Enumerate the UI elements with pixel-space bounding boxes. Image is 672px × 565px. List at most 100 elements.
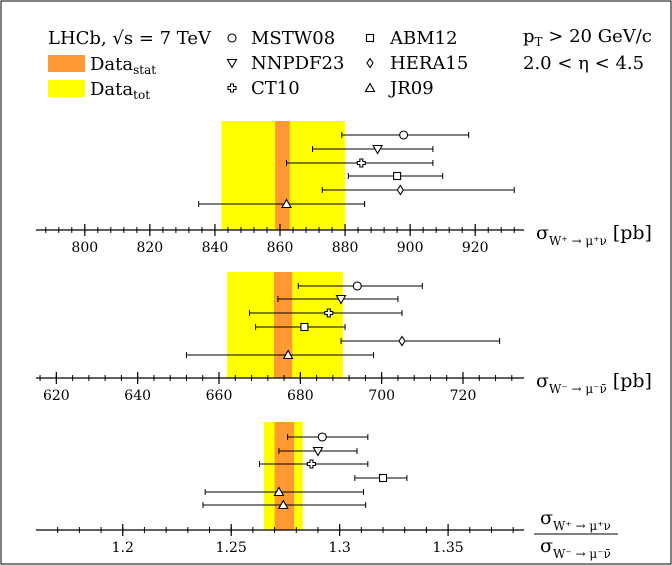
header: LHCb, √s = 7 TeV Datastat Datatot MSTW08… <box>48 26 652 102</box>
ratio-denominator: σW⁻ → μ⁻ν̄ <box>540 535 611 561</box>
point-ct10 <box>324 308 334 318</box>
pdf-legend-hera15: HERA15 <box>366 53 468 74</box>
point-nnpdf23 <box>335 294 347 305</box>
ct10-legend-marker-shape <box>227 83 237 93</box>
x-tick-label: 1.35 <box>433 540 464 556</box>
point-nnpdf23 <box>372 144 384 155</box>
point-hera15-shape <box>398 335 406 347</box>
x-tick-label: 1.3 <box>329 540 351 556</box>
legend-name-stat: Data <box>90 54 133 75</box>
pdf-legend-abm12: ABM12 <box>365 28 458 49</box>
point-nnpdf23-shape <box>335 294 347 305</box>
point-hera15 <box>396 184 405 196</box>
pdf-legend-label-mstw08: MSTW08 <box>251 28 335 49</box>
circle-marker-icon <box>227 33 237 43</box>
nnpdf23-legend-marker-shape <box>226 58 238 69</box>
x-tick-label: 880 <box>332 240 359 256</box>
x-tick-label: 660 <box>206 388 233 404</box>
point-jr09-shape <box>281 198 292 209</box>
x-tick-label: 680 <box>287 388 314 404</box>
point-ct10-shape <box>356 158 366 168</box>
point-hera15 <box>398 335 406 347</box>
triangle-down-marker-icon <box>226 58 238 69</box>
point-jr09 <box>273 486 285 497</box>
jr09-legend-marker-shape <box>364 82 376 93</box>
panel-ratio: 1.2 1.25 1.3 1.35 <box>36 422 524 556</box>
x-tick-label: 1.2 <box>112 540 134 556</box>
point-abm12-shape <box>393 171 402 181</box>
x-tick-label: 640 <box>124 388 151 404</box>
point-jr09 <box>282 349 294 360</box>
hera15-legend-marker-shape <box>366 57 374 69</box>
ratio-den-sigma: σ <box>540 535 553 557</box>
x-tick-label: 620 <box>43 388 70 404</box>
point-jr09 <box>281 198 292 209</box>
experiment-name: LHCb, <box>48 28 112 49</box>
legend-label-tot: Datatot <box>90 79 150 102</box>
pdf-legend-label-nnpdf23: NNPDF23 <box>251 53 344 74</box>
point-mstw08-shape <box>399 130 409 140</box>
axis-title-ratio: σW⁺ → μ⁺ν σW⁻ → μ⁻ν̄ <box>534 507 618 561</box>
legend-sub-tot: tot <box>133 88 150 102</box>
x-tick-label: 900 <box>397 240 424 256</box>
point-jr09-shape <box>273 486 285 497</box>
data-stat-band <box>274 422 295 530</box>
legend-sub-stat: stat <box>133 63 156 77</box>
point-ct10-shape <box>306 459 316 469</box>
triangle-up-marker-icon <box>364 82 376 93</box>
panel-w-plus: 800 820 840 860 880 900 920 <box>36 121 524 256</box>
pdf-legend-nnpdf23: NNPDF23 <box>226 53 344 74</box>
axis-title-w-plus: σW⁺ → μ⁺ν [pb] <box>536 222 652 248</box>
pdf-legend-ct10: CT10 <box>227 78 300 99</box>
axis-title-w-minus-sigma: σ <box>536 370 549 392</box>
legend-name-tot: Data <box>90 79 133 100</box>
point-abm12 <box>378 473 388 483</box>
data-stat-band <box>275 121 290 230</box>
pdf-legend-label-ct10: CT10 <box>251 78 300 99</box>
abm12-legend-marker <box>365 33 375 43</box>
mstw08-legend-marker-shape <box>227 33 237 43</box>
point-ct10 <box>306 459 316 469</box>
legend-data-stat: Datastat <box>48 54 156 77</box>
point-mstw08-shape <box>352 281 362 291</box>
panel-w-minus: 620 640 660 680 700 720 <box>36 272 524 404</box>
point-nnpdf23-shape <box>312 446 324 457</box>
axis-title-w-plus-unit: [pb] <box>607 222 652 244</box>
ratio-num-sigma: σ <box>540 507 553 529</box>
point-mstw08-shape <box>317 432 327 442</box>
abm12-legend-marker-shape <box>365 33 375 43</box>
point-mstw08 <box>352 281 362 291</box>
x-tick-label: 700 <box>368 388 395 404</box>
point-ct10 <box>356 158 366 168</box>
eta-cut-label: 2.0 < η < 4.5 <box>523 53 644 74</box>
ratio-numerator: σW⁺ → μ⁺ν <box>540 507 611 533</box>
point-abm12 <box>393 171 402 181</box>
cross-marker-icon <box>227 83 237 93</box>
x-tick-label: 860 <box>267 240 294 256</box>
x-tick-label: 1.25 <box>216 540 247 556</box>
ratio-den-sub: W⁻ → μ⁻ν̄ <box>553 547 611 561</box>
point-abm12-shape <box>300 322 309 332</box>
data-stat-band <box>273 272 293 378</box>
axis-title-w-plus-sigma: σ <box>536 222 549 244</box>
x-tick-label: 800 <box>71 240 98 256</box>
ratio-num-sub: W⁺ → μ⁺ν <box>553 519 611 533</box>
energy-label: √s = 7 TeV <box>112 28 212 49</box>
point-mstw08 <box>399 130 409 140</box>
x-tick-label: 840 <box>202 240 229 256</box>
legend-data-tot: Datatot <box>48 79 150 102</box>
point-nnpdf23-shape <box>372 144 384 155</box>
x-tick-label: 720 <box>450 388 477 404</box>
point-mstw08 <box>317 432 327 442</box>
hera15-legend-marker <box>366 57 374 69</box>
point-ct10-shape <box>324 308 334 318</box>
diamond-marker-icon <box>366 57 374 69</box>
point-hera15-shape <box>396 184 405 196</box>
point-jr09-shape <box>282 349 294 360</box>
point-abm12 <box>300 322 309 332</box>
pdf-legend: MSTW08 ABM12 NNPDF23 HERA15 CT10 JR09 <box>226 28 468 99</box>
axis-title-w-plus-sub: W⁺ → μ⁺ν <box>549 234 607 248</box>
mstw08-legend-marker <box>227 33 237 43</box>
ct10-legend-marker <box>227 83 237 93</box>
